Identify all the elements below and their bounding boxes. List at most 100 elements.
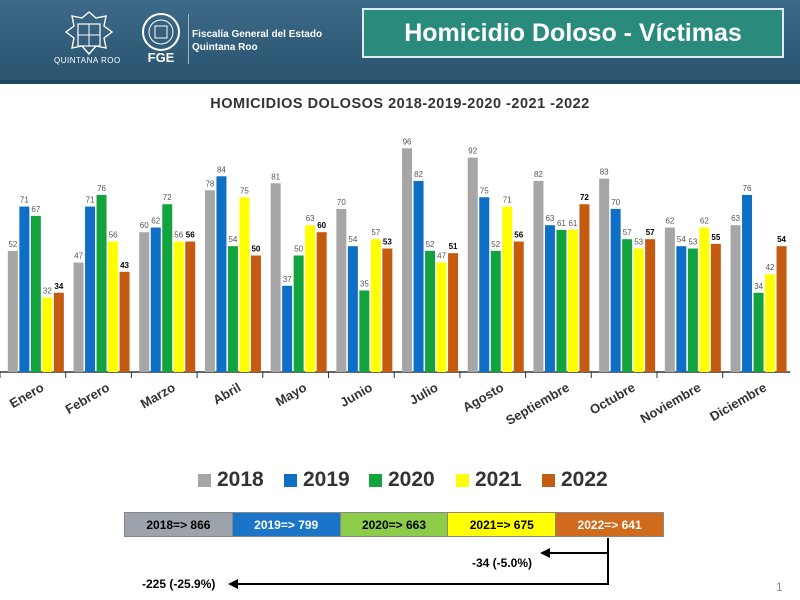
bar-2019-mayo bbox=[282, 285, 293, 372]
data-label-2018-julio: 96 bbox=[403, 137, 412, 146]
data-label-2020-abril: 54 bbox=[228, 235, 237, 244]
bar-2020-junio bbox=[359, 290, 370, 372]
data-label-2022-junio: 53 bbox=[383, 238, 392, 247]
data-label-2019-marzo: 62 bbox=[151, 217, 160, 226]
legend-swatch-2021 bbox=[456, 473, 469, 487]
bar-2019-septiembre bbox=[544, 225, 555, 372]
x-tick-label-noviembre: Noviembre bbox=[638, 380, 704, 427]
data-label-2021-noviembre: 62 bbox=[700, 217, 709, 226]
bar-2019-abril bbox=[216, 176, 227, 372]
bar-2019-junio bbox=[347, 246, 358, 372]
difference-vs-2018: -225 (-25.9%) bbox=[142, 577, 216, 591]
data-label-2020-septiembre: 61 bbox=[557, 219, 566, 228]
bar-2021-abril bbox=[239, 197, 250, 372]
x-tick-label-enero: Enero bbox=[7, 380, 46, 411]
agency-name-line1: Fiscalía General del Estado bbox=[192, 29, 323, 40]
data-label-2018-enero: 52 bbox=[8, 240, 17, 249]
data-label-2021-septiembre: 61 bbox=[568, 219, 577, 228]
x-tick-label-diciembre: Diciembre bbox=[707, 380, 769, 424]
bar-2020-septiembre bbox=[556, 229, 567, 372]
data-label-2022-septiembre: 72 bbox=[580, 193, 589, 202]
data-label-2018-mayo: 81 bbox=[271, 172, 280, 181]
data-label-2020-noviembre: 53 bbox=[688, 238, 697, 247]
legend-label-2019: 2019 bbox=[303, 468, 350, 491]
data-label-2019-septiembre: 63 bbox=[545, 214, 554, 223]
connector-line bbox=[234, 538, 609, 585]
bar-2020-diciembre bbox=[753, 292, 764, 372]
bar-2022-septiembre bbox=[579, 204, 590, 372]
total-2022: 2022=> 641 bbox=[556, 513, 663, 536]
bar-2022-agosto bbox=[513, 241, 524, 372]
legend-label-2021: 2021 bbox=[475, 468, 522, 491]
bar-2018-marzo bbox=[139, 232, 150, 372]
total-2018: 2018=> 866 bbox=[125, 513, 233, 536]
bar-2019-marzo bbox=[150, 227, 161, 372]
data-label-2018-diciembre: 63 bbox=[731, 214, 740, 223]
bar-2018-febrero bbox=[73, 262, 84, 372]
agency-name: Fiscalía General del Estado Quintana Roo bbox=[192, 28, 322, 54]
bar-2021-mayo bbox=[305, 225, 316, 372]
bar-2020-julio bbox=[425, 250, 436, 372]
data-label-2020-agosto: 52 bbox=[491, 240, 500, 249]
quintana-roo-logo bbox=[64, 11, 114, 56]
chart-title: HOMICIDIOS DOLOSOS 2018-2019-2020 -2021 … bbox=[210, 96, 590, 112]
bar-2019-julio bbox=[413, 180, 424, 372]
data-label-2022-julio: 51 bbox=[449, 242, 458, 251]
data-label-2019-noviembre: 54 bbox=[677, 235, 686, 244]
legend-swatch-2019 bbox=[284, 473, 297, 487]
data-label-2020-octubre: 57 bbox=[623, 228, 632, 237]
legend-label-2018: 2018 bbox=[217, 468, 264, 491]
bar-2020-enero bbox=[30, 215, 41, 372]
data-label-2018-octubre: 83 bbox=[600, 168, 609, 177]
data-label-2019-diciembre: 76 bbox=[743, 184, 752, 193]
x-tick-label-agosto: Agosto bbox=[460, 380, 506, 415]
bar-2022-noviembre bbox=[710, 243, 721, 372]
bar-2021-diciembre bbox=[765, 274, 776, 372]
x-tick-label-mayo: Mayo bbox=[273, 380, 309, 410]
bar-2021-septiembre bbox=[567, 229, 578, 372]
legend-swatch-2018 bbox=[198, 473, 211, 487]
x-tick-label-octubre: Octubre bbox=[587, 380, 638, 418]
bar-2022-febrero bbox=[119, 271, 130, 372]
difference-vs-2021: -34 (-5.0%) bbox=[472, 556, 533, 570]
bar-2022-mayo bbox=[316, 232, 327, 372]
bar-2018-diciembre bbox=[730, 225, 741, 372]
data-label-2018-febrero: 47 bbox=[74, 251, 83, 260]
bar-chart: 5271673234Enero4771765643Febrero60627256… bbox=[0, 137, 790, 428]
x-tick-label-febrero: Febrero bbox=[63, 380, 112, 417]
data-label-2022-enero: 34 bbox=[54, 282, 63, 291]
data-label-2021-agosto: 71 bbox=[503, 196, 512, 205]
arrow-head-2021 bbox=[540, 548, 550, 558]
bar-2020-abril bbox=[227, 246, 238, 372]
data-label-2019-febrero: 71 bbox=[86, 196, 95, 205]
bar-2019-enero bbox=[19, 206, 30, 372]
data-label-2018-marzo: 60 bbox=[140, 221, 149, 230]
data-label-2021-julio: 47 bbox=[437, 251, 446, 260]
data-label-2020-mayo: 50 bbox=[294, 245, 303, 254]
bar-2022-abril bbox=[250, 255, 261, 372]
page-title: Homicidio Doloso - Víctimas bbox=[362, 8, 784, 58]
data-label-2020-febrero: 76 bbox=[97, 184, 106, 193]
data-label-2022-mayo: 60 bbox=[317, 221, 326, 230]
legend-swatch-2022 bbox=[542, 473, 555, 487]
bar-2018-abril bbox=[204, 190, 215, 372]
total-2019: 2019=> 799 bbox=[232, 513, 341, 536]
data-label-2020-enero: 67 bbox=[31, 205, 40, 214]
legend-item-2021: 2021 bbox=[456, 468, 522, 492]
bar-2019-octubre bbox=[610, 208, 621, 372]
data-label-2022-marzo: 56 bbox=[186, 231, 195, 240]
data-label-2021-abril: 75 bbox=[240, 186, 249, 195]
data-label-2021-marzo: 56 bbox=[174, 231, 183, 240]
bar-2020-febrero bbox=[96, 194, 107, 372]
data-label-2018-septiembre: 82 bbox=[534, 170, 543, 179]
logo-divider bbox=[188, 14, 189, 64]
bar-2021-agosto bbox=[502, 206, 513, 372]
legend-item-2022: 2022 bbox=[542, 468, 608, 492]
bar-2020-mayo bbox=[293, 255, 304, 372]
data-label-2022-abril: 50 bbox=[251, 245, 260, 254]
data-label-2018-agosto: 92 bbox=[468, 147, 477, 156]
data-label-2019-mayo: 37 bbox=[283, 275, 292, 284]
bar-2018-septiembre bbox=[533, 180, 544, 372]
data-label-2022-agosto: 56 bbox=[514, 231, 523, 240]
legend-item-2018: 2018 bbox=[198, 468, 264, 492]
